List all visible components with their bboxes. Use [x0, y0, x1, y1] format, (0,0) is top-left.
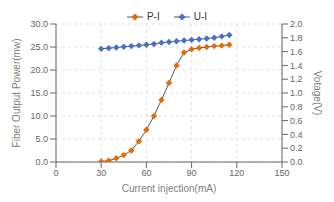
svg-text:0.6: 0.6: [290, 116, 303, 126]
svg-text:1.8: 1.8: [290, 33, 303, 43]
svg-text:120: 120: [229, 168, 244, 178]
svg-text:2.0: 2.0: [290, 19, 303, 29]
svg-text:0.2: 0.2: [290, 143, 303, 153]
svg-text:10.0: 10.0: [30, 111, 48, 121]
svg-text:90: 90: [187, 168, 197, 178]
svg-text:Fiber Output Power(mw): Fiber Output Power(mw): [11, 39, 22, 148]
html-text:P-I: P-I: [146, 11, 160, 22]
svg-text:20.0: 20.0: [30, 65, 48, 75]
svg-text:150: 150: [274, 168, 289, 178]
svg-text:0.8: 0.8: [290, 102, 303, 112]
svg-text:15.0: 15.0: [30, 88, 48, 98]
svg-text:0.0: 0.0: [35, 157, 48, 167]
svg-text:0: 0: [53, 168, 58, 178]
svg-text:Votage(V): Votage(V): [312, 71, 323, 115]
svg-text:0.0: 0.0: [290, 157, 303, 167]
html-text:U-I: U-I: [193, 11, 208, 22]
svg-text:1.0: 1.0: [290, 88, 303, 98]
svg-text:1.2: 1.2: [290, 74, 303, 84]
svg-text:1.6: 1.6: [290, 47, 303, 57]
svg-text:5.0: 5.0: [35, 134, 48, 144]
svg-text:Current injection(mA): Current injection(mA): [122, 183, 216, 194]
svg-text:0.4: 0.4: [290, 130, 303, 140]
svg-text:30: 30: [96, 168, 106, 178]
svg-text:60: 60: [141, 168, 151, 178]
svg-text:30.0: 30.0: [30, 19, 48, 29]
svg-text:25.0: 25.0: [30, 42, 48, 52]
svg-text:1.4: 1.4: [290, 61, 303, 71]
